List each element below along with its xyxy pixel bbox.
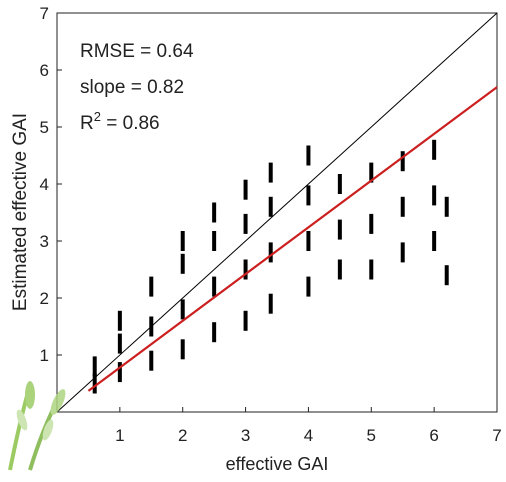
scatter-point [212,276,217,297]
scatter-point [243,179,248,200]
scatter-point [400,196,405,217]
scatter-point [180,231,185,251]
y-axis-label: Estimated effective GAI [10,113,31,311]
scatter-point [268,293,273,314]
y-tick-label: 4 [40,175,49,194]
scatter-point [444,265,449,286]
scatter-point [432,185,437,206]
y-tick-label: 3 [40,232,49,251]
scatter-point [243,259,248,280]
scatter-point [117,333,122,354]
scatter-point [268,242,273,263]
scatter-point [337,174,342,194]
r2-base: R [80,113,94,134]
r2-rest: = 0.86 [101,113,160,134]
x-tick-label: 2 [178,426,187,445]
scatter-point [243,213,248,234]
scatter-point [337,219,342,240]
scatter-point [212,202,217,223]
y-tick-label: 7 [40,4,49,23]
annotation-r2: R2 = 0.86 [80,109,160,134]
x-tick-label: 7 [492,426,501,445]
scatter-point [369,213,374,234]
scatter-point [117,362,122,383]
scatter-point [212,322,217,343]
scatter-point [369,162,374,183]
regression-line [87,86,498,392]
wheat-decoration [8,381,66,471]
scatter-point [306,145,311,166]
x-tick-label: 1 [115,426,124,445]
annotation: slope = 0.82 [80,77,184,98]
scatter-point [180,339,185,360]
r2-sup: 2 [94,109,101,124]
y-tick-label: 1 [40,346,49,365]
y-tick-label: 6 [40,61,49,80]
scatter-point [400,151,405,172]
one-to-one-line [56,12,498,413]
x-tick-label: 3 [241,426,250,445]
annotation: RMSE = 0.64 [80,41,194,62]
scatter-point [117,310,122,331]
scatter-point [180,299,185,320]
scatter-point [149,350,154,371]
scatter-point [212,231,217,251]
scatter-point [369,259,374,280]
scatter-point [92,373,97,394]
scatter-point [268,196,273,217]
x-tick-label: 6 [429,426,438,445]
scatter-point [92,356,97,377]
scatter-point [444,196,449,217]
scatter-point [432,139,437,160]
scatter-point [337,259,342,280]
scatter-point [243,310,248,331]
y-tick-label: 5 [40,118,49,137]
x-axis-label: effective GAI [226,454,329,474]
scatter-point [432,231,437,251]
scatter-point [306,276,311,297]
scatter-point [180,253,185,274]
scatter-point [306,185,311,206]
scatter-point [149,276,154,297]
x-tick-label: 4 [304,426,313,445]
y-tick-label: 2 [40,289,49,308]
scatter-point [268,162,273,183]
x-tick-label: 5 [367,426,376,445]
scatter-point [306,231,311,251]
scatter-point [400,242,405,263]
